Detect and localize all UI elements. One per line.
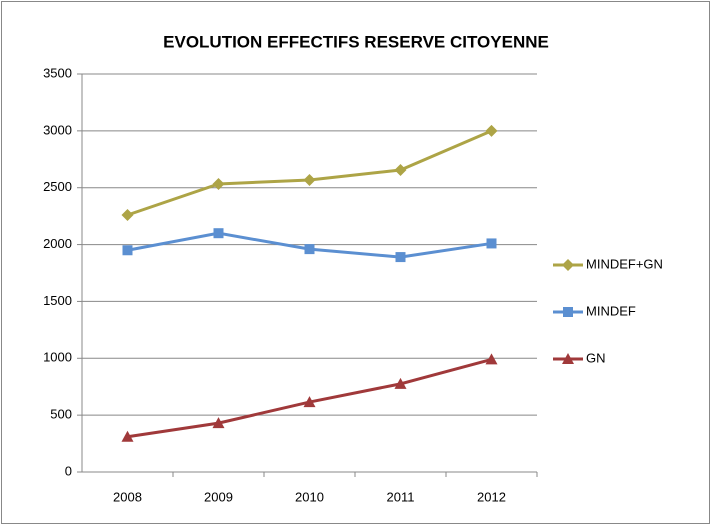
x-tick-label: 2010 <box>295 489 324 504</box>
y-tick-label: 2500 <box>43 179 72 194</box>
y-tick-label: 500 <box>50 407 72 422</box>
data-point <box>121 430 134 442</box>
data-point <box>485 124 498 137</box>
y-tick-label: 3500 <box>43 65 72 80</box>
data-point <box>121 209 134 222</box>
data-point <box>395 252 406 263</box>
data-point <box>303 173 316 186</box>
data-point <box>486 238 497 249</box>
data-point <box>122 245 133 256</box>
data-point <box>304 244 315 255</box>
x-tick-label: 2011 <box>387 489 415 504</box>
data-point <box>212 177 225 190</box>
y-tick-label: 0 <box>65 463 72 478</box>
x-tick-label: 2009 <box>204 489 233 504</box>
x-tick-label: 2008 <box>113 489 142 504</box>
data-point <box>213 228 224 239</box>
chart-title: EVOLUTION EFFECTIFS RESERVE CITOYENNE <box>163 32 549 51</box>
y-tick-label: 1000 <box>43 350 72 365</box>
y-tick-label: 1500 <box>43 293 72 308</box>
data-point <box>394 163 407 176</box>
legend-marker <box>562 259 574 271</box>
legend-label: MINDEF <box>586 303 636 318</box>
data-point <box>394 377 407 389</box>
x-tick-label: 2012 <box>477 489 506 504</box>
y-tick-label: 2000 <box>43 236 72 251</box>
data-point <box>303 396 316 408</box>
legend-marker <box>562 353 574 364</box>
data-point <box>212 417 225 429</box>
legend-label: GN <box>586 350 606 365</box>
data-point <box>485 353 498 365</box>
y-tick-label: 3000 <box>43 122 72 137</box>
legend-label: MINDEF+GN <box>586 256 663 271</box>
legend-marker <box>563 307 573 317</box>
